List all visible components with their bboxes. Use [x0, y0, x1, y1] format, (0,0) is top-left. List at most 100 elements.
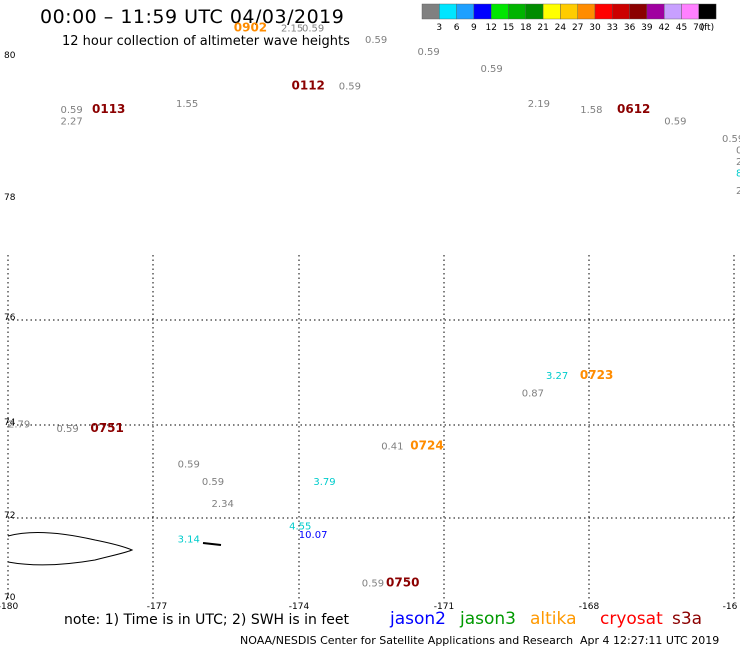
wave-height-value: 2.79	[8, 420, 30, 431]
wave-height-value: 0.59	[736, 145, 740, 156]
legend-tick-label: 39	[641, 23, 653, 33]
satellite-label-altika: altika	[530, 609, 577, 629]
wave-height-value: 3.27	[546, 371, 568, 382]
latitude-tick-label: 74	[4, 418, 16, 428]
lat-lon-grid	[7, 255, 735, 600]
satellite-label-jason2: jason2	[390, 609, 446, 629]
satellite-label-cryosat: cryosat	[600, 609, 663, 629]
wave-height-value: 1.55	[176, 99, 198, 110]
island-outline	[7, 532, 134, 566]
wave-height-observations: 0.592.1509020.590.590.590.5901121.550.59…	[8, 21, 740, 590]
pass-time-label: 0112	[292, 79, 325, 93]
pass-time-label: 0751	[90, 421, 123, 435]
wave-height-value: 0.41	[381, 442, 403, 453]
legend-swatch	[542, 3, 561, 20]
small-island-outline	[202, 542, 222, 546]
latitude-tick-label: 78	[4, 193, 16, 203]
wave-height-value: 0.59	[365, 35, 387, 46]
legend-tick-label: 27	[572, 23, 583, 33]
wave-height-value: 0.59	[302, 24, 324, 35]
latitude-tick-label: 70	[4, 593, 16, 603]
wave-height-value: 0.59	[481, 64, 503, 75]
legend-swatch	[629, 3, 648, 20]
pass-time-label: 0750	[386, 576, 419, 590]
legend-tick-label: 33	[607, 23, 618, 33]
latitude-tick-label: 72	[4, 511, 15, 521]
legend-swatch	[439, 3, 457, 20]
wave-height-value: 3.14	[178, 535, 200, 546]
legend-tick-label: 70	[693, 23, 705, 33]
credit-line: NOAA/NESDIS Center for Satellite Applica…	[240, 634, 574, 647]
longitude-tick-label: -180	[0, 602, 18, 612]
pass-time-label: 0723	[580, 368, 613, 382]
longitude-tick-label: -177	[147, 602, 167, 612]
longitude-tick-label: -16	[723, 602, 738, 612]
longitude-tick-label: -168	[579, 602, 600, 612]
legend-unit-label: (ft)	[701, 23, 715, 33]
wave-height-value: 0.59	[722, 134, 740, 145]
pass-time-label: 0724	[410, 439, 443, 453]
legend-tick-label: 12	[485, 23, 496, 33]
legend-swatch	[594, 3, 613, 20]
wave-height-value: 1.58	[580, 105, 602, 116]
satellite-label-jason3: jason3	[460, 609, 516, 629]
wave-height-value: 4.55	[289, 521, 311, 532]
legend-swatch	[525, 3, 544, 20]
legend-swatch	[560, 3, 578, 20]
pass-time-label: 0902	[234, 21, 267, 35]
legend-tick-label: 21	[537, 23, 548, 33]
legend-tick-label: 18	[520, 23, 532, 33]
wave-height-value: 2.56	[736, 157, 740, 168]
wave-height-value: 0.87	[522, 389, 544, 400]
wave-height-value: 2.15	[281, 24, 303, 35]
wave-height-value: 0.59	[339, 82, 361, 93]
axis-tick-labels: -180 -177 -174 -171 -168 -16 80 78 76 74 72 70	[0, 51, 738, 612]
legend-swatch	[646, 3, 665, 20]
wave-height-value: 0.59	[202, 477, 224, 488]
legend-tick-label: 3	[436, 23, 442, 33]
wave-height-value: 2.34	[212, 499, 234, 510]
legend-tick-label: 24	[555, 23, 567, 33]
legend-tick-label: 45	[676, 23, 687, 33]
legend-tick-label: 9	[471, 23, 477, 33]
map-title: 00:00 – 11:59 UTC 04/03/2019	[40, 6, 345, 28]
pass-time-label: 0612	[617, 102, 650, 116]
generation-timestamp: Apr 4 12:27:11 UTC 2019	[580, 634, 720, 647]
legend-tick-label: 42	[658, 23, 669, 33]
wave-height-value: 0.59	[362, 579, 384, 590]
legend-swatch	[508, 3, 526, 20]
wave-height-value: 0.59	[178, 459, 200, 470]
map-subtitle: 12 hour collection of altimeter wave hei…	[62, 34, 350, 49]
legend-tick-label: 30	[589, 23, 601, 33]
satellite-label-s3a: s3a	[672, 609, 703, 629]
wave-height-value: 2.27	[61, 116, 83, 127]
wave-height-value: 0.59	[61, 105, 83, 116]
wave-height-value: 0.59	[664, 116, 686, 127]
legend-swatch	[421, 3, 440, 20]
longitude-tick-label: -171	[434, 602, 454, 612]
legend-swatch	[491, 3, 509, 20]
wave-height-value: 2.19	[528, 99, 550, 110]
legend-swatch	[698, 3, 717, 20]
legend-swatch	[681, 3, 699, 20]
latitude-tick-label: 76	[4, 313, 16, 323]
legend-swatch	[612, 3, 630, 20]
wave-height-value: 0.59	[56, 424, 78, 435]
legend-swatch	[577, 3, 596, 20]
legend-swatch	[473, 3, 492, 20]
pass-time-label: 0113	[92, 102, 125, 116]
legend-swatch	[664, 3, 682, 20]
wave-height-color-legend: 3 6 9 12 15 18 21 24 27 30 33 36 39 42 45 70(ft)	[421, 3, 717, 33]
latitude-tick-label: 80	[4, 51, 16, 61]
longitude-tick-label: -174	[289, 602, 310, 612]
wave-height-value: 10.07	[299, 530, 328, 541]
coastline	[7, 532, 222, 566]
legend-tick-label: 6	[454, 23, 460, 33]
footer-note: note: 1) Time is in UTC; 2) SWH is in fe…	[64, 612, 350, 628]
legend-swatch	[456, 3, 475, 20]
legend-tick-label: 15	[503, 23, 514, 33]
wave-height-value: 2.6	[736, 186, 740, 197]
wave-height-value: 8.42	[736, 169, 740, 180]
